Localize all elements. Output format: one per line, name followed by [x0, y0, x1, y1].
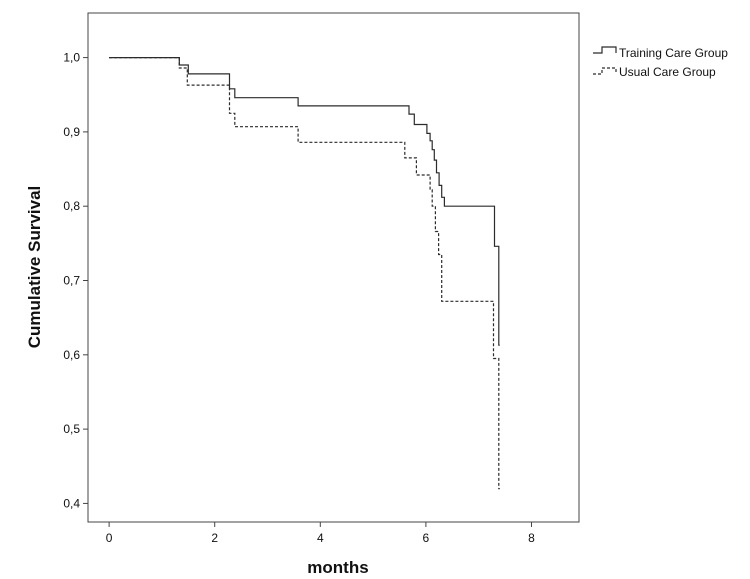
y-tick-label: 0,7 [63, 274, 80, 288]
x-axis-title: months [307, 558, 368, 577]
series-line-training-care [109, 57, 500, 346]
y-axis-tick-labels: 0,4 0,5 0,6 0,7 0,8 0,9 1,0 [63, 51, 80, 511]
legend-swatch-training [593, 46, 617, 54]
legend-swatch-usual [593, 67, 617, 75]
legend-label-training: Training Care Group [619, 46, 728, 60]
x-axis-tick-labels: 0 2 4 6 8 [106, 531, 535, 545]
y-tick-label: 1,0 [63, 51, 80, 65]
x-tick-label: 8 [528, 531, 535, 545]
x-axis-ticks [108, 522, 532, 527]
y-axis: 0,4 0,5 0,6 0,7 0,8 0,9 1,0 [63, 51, 88, 511]
legend-item-training: Training Care Group [593, 46, 728, 60]
legend: Training Care Group Usual Care Group [593, 46, 728, 79]
plot-frame [87, 12, 580, 523]
y-tick-label: 0,5 [63, 422, 80, 436]
survival-curves [109, 57, 500, 490]
legend-item-usual: Usual Care Group [593, 65, 716, 79]
y-axis-title: Cumulative Survival [25, 186, 44, 349]
x-tick-label: 2 [211, 531, 218, 545]
y-tick-label: 0,8 [63, 199, 80, 213]
series-line-usual-care [109, 57, 500, 490]
x-tick-label: 6 [423, 531, 430, 545]
legend-label-usual: Usual Care Group [619, 65, 716, 79]
y-axis-ticks [83, 57, 88, 504]
x-tick-label: 4 [317, 531, 324, 545]
y-tick-label: 0,9 [63, 125, 80, 139]
y-tick-label: 0,4 [63, 496, 80, 510]
y-tick-label: 0,6 [63, 348, 80, 362]
x-axis: 0 2 4 6 8 [106, 522, 535, 545]
x-tick-label: 0 [106, 531, 113, 545]
